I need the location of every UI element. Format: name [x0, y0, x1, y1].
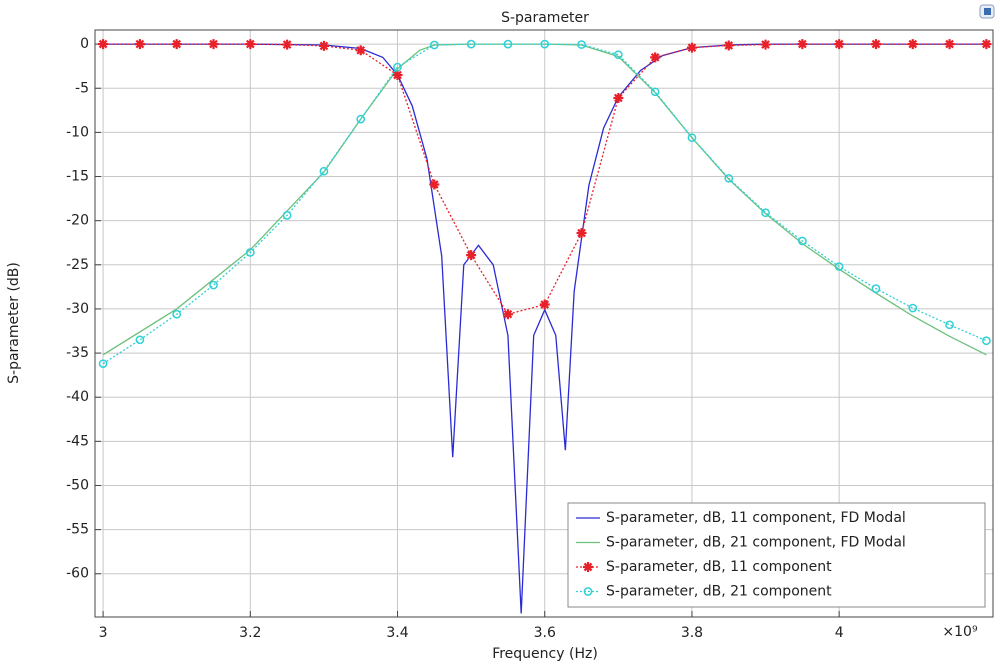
- marker-circle: [135, 335, 145, 345]
- marker-star: [583, 562, 593, 572]
- marker-circle: [945, 320, 954, 330]
- marker-circle: [577, 40, 586, 49]
- marker-circle: [356, 114, 366, 124]
- marker-star: [466, 250, 477, 261]
- marker-star: [134, 39, 145, 50]
- y-tick-label: -40: [66, 389, 89, 405]
- marker-circle: [982, 336, 991, 346]
- marker-circle: [908, 303, 918, 313]
- marker-star: [98, 39, 109, 50]
- marker-star: [208, 39, 219, 50]
- marker-star: [650, 52, 661, 63]
- y-tick-label: -15: [66, 169, 89, 185]
- y-tick-label: 0: [80, 36, 89, 52]
- y-tick-label: -25: [66, 257, 89, 273]
- y-tick-label: -30: [66, 301, 89, 317]
- x-tick-label: 4: [835, 625, 844, 641]
- marker-star: [392, 70, 403, 81]
- marker-circle: [650, 87, 660, 97]
- marker-star: [686, 42, 697, 53]
- legend-label: S-parameter, dB, 11 component: [606, 559, 832, 575]
- marker-circle: [466, 39, 476, 49]
- marker-star: [355, 45, 366, 56]
- marker-star: [981, 39, 992, 50]
- series-line: [102, 43, 987, 365]
- marker-circle: [613, 50, 623, 60]
- marker-circle: [282, 211, 292, 220]
- series-line: [103, 43, 987, 614]
- marker-star: [723, 40, 734, 51]
- y-tick-label: -45: [66, 433, 89, 449]
- marker-circle: [393, 62, 402, 72]
- legend-label: S-parameter, dB, 11 component, FD Modal: [606, 510, 906, 526]
- marker-circle: [834, 262, 844, 271]
- x-tick-label: 3.2: [239, 625, 261, 641]
- marker-star: [502, 309, 513, 320]
- marker-star: [576, 228, 587, 239]
- marker-star: [870, 39, 881, 50]
- marker-circle: [761, 208, 770, 218]
- marker-circle: [98, 359, 108, 369]
- legend-label: S-parameter, dB, 21 component: [606, 584, 832, 600]
- y-tick-label: -35: [66, 345, 89, 361]
- marker-circle: [319, 166, 329, 176]
- marker-circle: [583, 587, 593, 596]
- y-tick-label: -20: [66, 213, 89, 229]
- series-line: [102, 43, 987, 356]
- marker-star: [539, 299, 550, 310]
- marker-star: [429, 179, 440, 190]
- toolbar-icon[interactable]: [979, 4, 995, 19]
- y-tick-label: -55: [66, 522, 89, 538]
- marker-circle: [724, 173, 734, 183]
- marker-star: [282, 39, 293, 50]
- marker-star: [834, 39, 845, 50]
- marker-circle: [503, 39, 513, 49]
- marker-circle: [687, 133, 697, 143]
- marker-star: [171, 39, 182, 50]
- marker-circle: [540, 39, 550, 49]
- legend-label: S-parameter, dB, 21 component, FD Modal: [606, 535, 906, 551]
- y-tick-label: -5: [75, 80, 89, 96]
- marker-circle: [798, 236, 807, 246]
- x-axis-label: Frequency (Hz): [492, 646, 598, 662]
- x-tick-label: 3: [99, 625, 108, 641]
- marker-star: [907, 39, 918, 50]
- marker-star: [245, 39, 256, 50]
- plot-frame: [94, 29, 994, 618]
- marker-star: [797, 39, 808, 50]
- marker-circle: [172, 309, 182, 319]
- y-tick-label: -60: [66, 566, 89, 582]
- marker-star: [318, 40, 329, 51]
- marker-star: [760, 39, 771, 50]
- legend-box: [567, 502, 986, 608]
- x-tick-label: 3.8: [681, 625, 703, 641]
- marker-star: [944, 39, 955, 50]
- x-tick-label: 3.4: [386, 625, 408, 641]
- marker-circle: [429, 40, 439, 50]
- y-tick-label: -50: [66, 477, 89, 493]
- marker-star: [613, 92, 624, 103]
- marker-circle: [209, 280, 218, 290]
- x-multiplier: ×10⁹: [942, 624, 978, 640]
- chart-title: S-parameter: [501, 10, 589, 26]
- marker-circle: [871, 284, 881, 293]
- marker-circle: [245, 248, 255, 257]
- x-tick-label: 3.6: [534, 625, 556, 641]
- y-tick-label: -10: [66, 124, 89, 140]
- y-axis-label: S-parameter (dB): [6, 262, 22, 384]
